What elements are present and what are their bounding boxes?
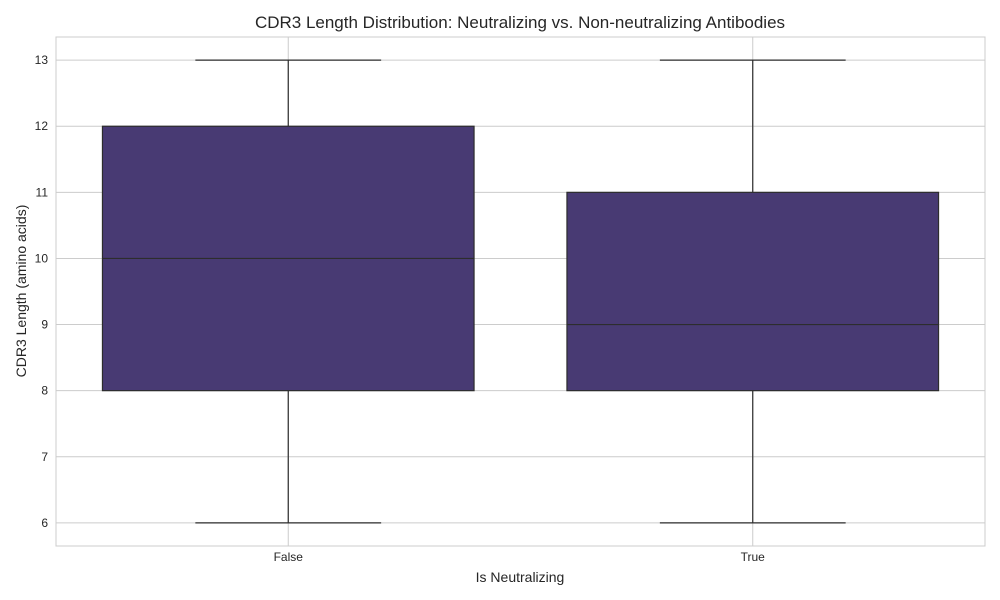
y-tick-label: 13	[35, 53, 49, 67]
chart-title: CDR3 Length Distribution: Neutralizing v…	[255, 13, 785, 32]
iqr-box	[566, 191, 940, 392]
y-tick-label: 11	[36, 185, 49, 199]
x-tick-labels: False True	[274, 550, 766, 564]
x-tick-label: True	[741, 550, 766, 564]
y-tick-label: 7	[41, 450, 48, 464]
y-tick-label: 9	[41, 318, 48, 332]
box-group-false	[101, 59, 475, 524]
y-tick-label: 6	[41, 516, 48, 530]
y-tick-label: 10	[35, 251, 49, 265]
boxes	[101, 59, 940, 524]
x-tick-label: False	[274, 550, 304, 564]
y-axis-label: CDR3 Length (amino acids)	[13, 205, 29, 378]
x-axis-label: Is Neutralizing	[476, 569, 565, 585]
y-tick-label: 8	[41, 384, 48, 398]
plot-frame	[55, 36, 986, 547]
y-tick-label: 12	[35, 119, 49, 133]
y-tick-labels: 6 7 8 9 10 11 12 13	[35, 53, 49, 530]
box-group-true	[566, 59, 940, 524]
